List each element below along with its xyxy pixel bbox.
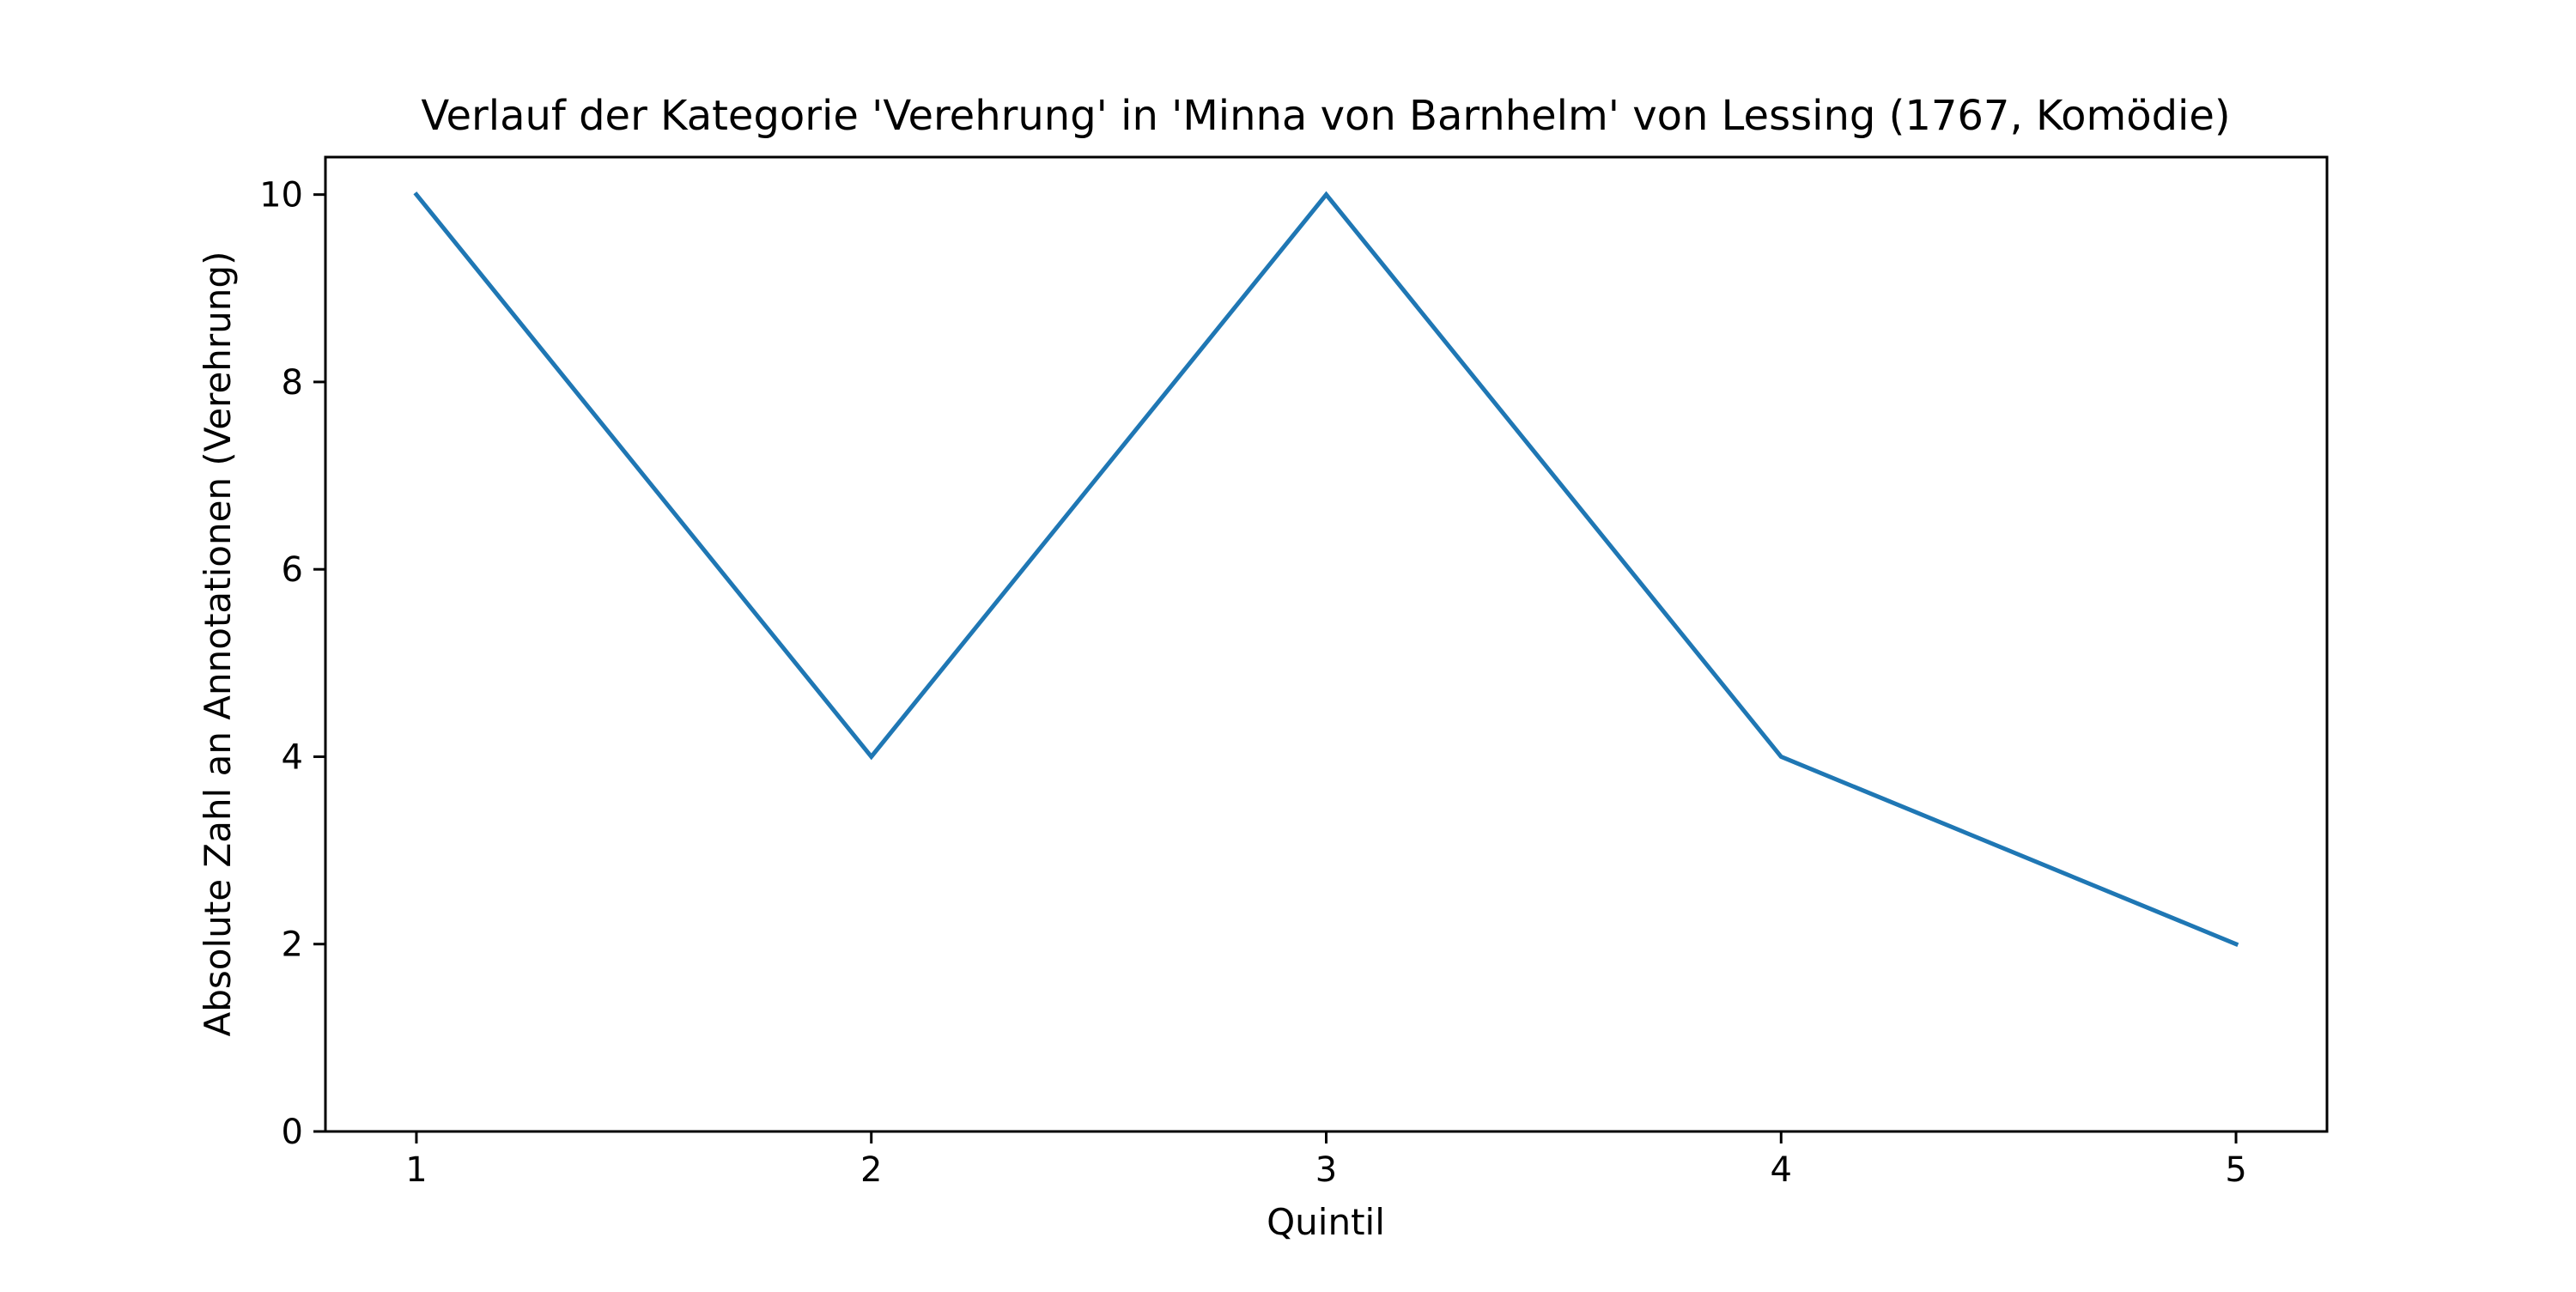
y-tick-label: 0	[282, 1113, 303, 1152]
x-axis: 1 2 3 4 5	[405, 1131, 2247, 1190]
y-tick-label: 10	[259, 176, 303, 215]
x-tick-label: 4	[1771, 1150, 1792, 1190]
x-tick-label: 2	[860, 1150, 882, 1190]
x-tick-label: 1	[405, 1150, 427, 1190]
series-line	[413, 191, 2239, 947]
y-tick-label: 2	[282, 925, 303, 965]
y-axis: 0 2 4 6 8 10	[259, 176, 325, 1152]
x-axis-label: Quintil	[1267, 1201, 1385, 1243]
y-tick-label: 8	[282, 363, 303, 403]
x-tick-label: 5	[2225, 1150, 2246, 1190]
plot-frame	[324, 155, 2329, 1133]
series-layer	[413, 191, 2239, 947]
y-axis-label: Absolute Zahl an Annotationen (Verehrung…	[197, 252, 239, 1037]
chart-title: Verlauf der Kategorie 'Verehrung' in 'Mi…	[421, 92, 2230, 140]
x-tick-label: 3	[1315, 1150, 1337, 1190]
y-tick-label: 4	[282, 737, 303, 777]
y-tick-label: 6	[282, 550, 303, 590]
